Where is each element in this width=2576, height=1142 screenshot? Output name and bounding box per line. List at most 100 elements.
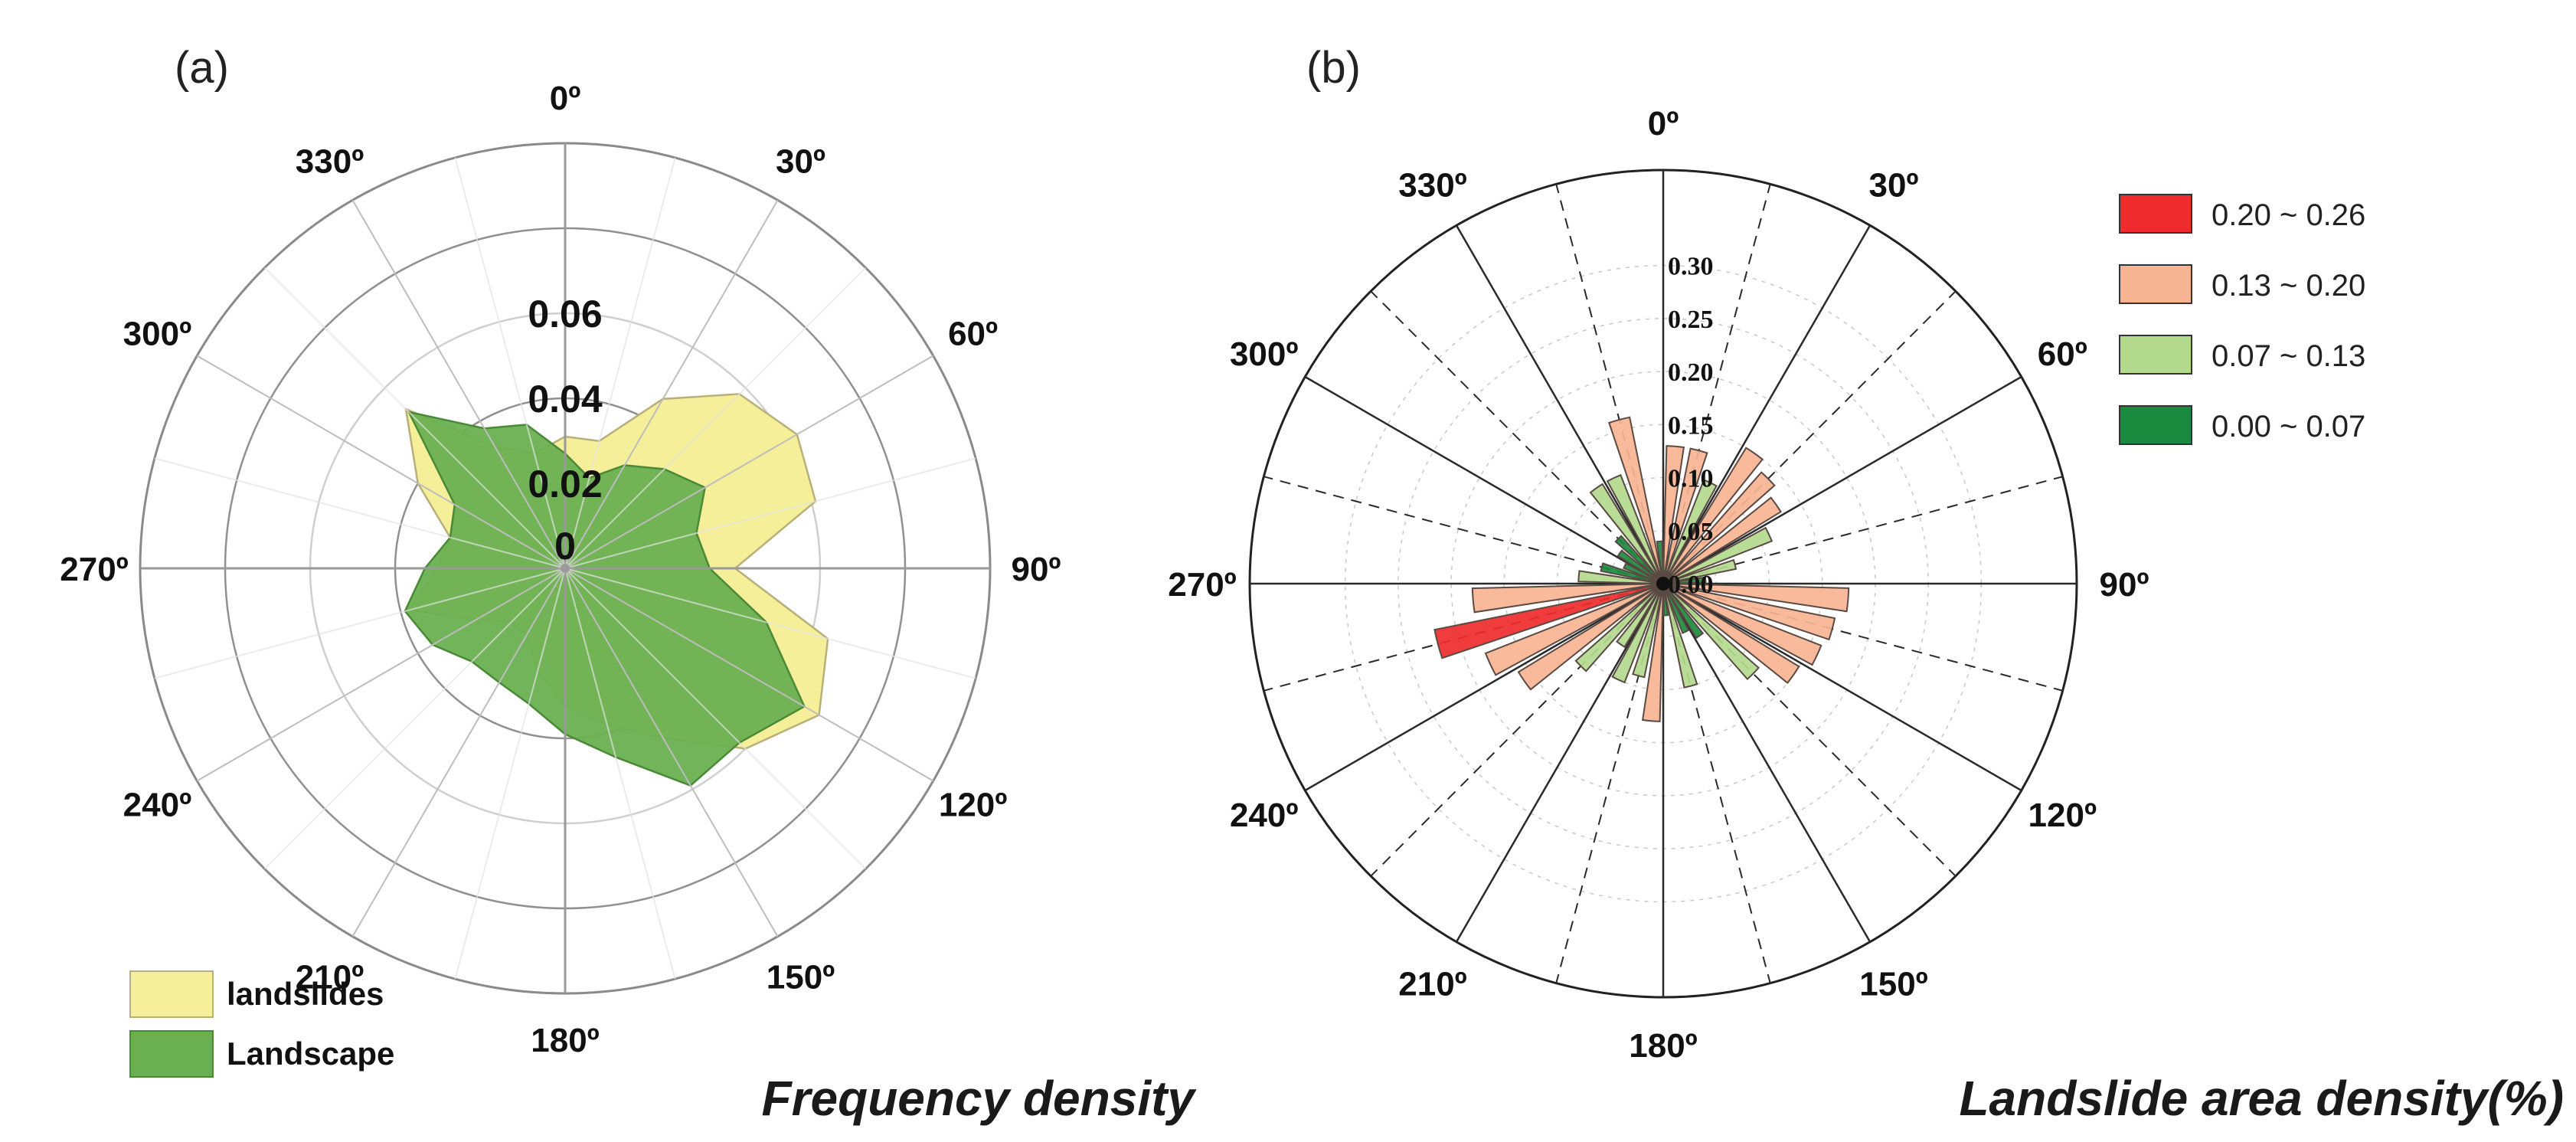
panel-b-spoke bbox=[1662, 224, 1872, 584]
direction-label: 270º bbox=[60, 551, 128, 588]
panel-a-spoke bbox=[263, 267, 566, 569]
polar-bar-145 bbox=[1662, 583, 1705, 640]
polar-bar-285 bbox=[1600, 562, 1664, 584]
polar-bar-295 bbox=[1623, 562, 1664, 584]
direction-label: 180º bbox=[1629, 1027, 1697, 1065]
direction-label: 180º bbox=[531, 1022, 599, 1059]
polar-bar-45 bbox=[1662, 471, 1776, 584]
polar-bar-35 bbox=[1662, 447, 1764, 584]
legend-label-landscape: Landscape bbox=[227, 1036, 394, 1072]
panel-a-spoke bbox=[351, 568, 566, 937]
polar-bar-115 bbox=[1662, 583, 1822, 666]
direction-label: 240º bbox=[123, 787, 191, 824]
polar-bar-205 bbox=[1611, 583, 1664, 684]
radial-tick-label: 0.02 bbox=[528, 463, 602, 506]
panel-a-spoke bbox=[263, 568, 566, 870]
legend-swatch-0 bbox=[2119, 194, 2192, 234]
panel-b-spoke bbox=[1455, 224, 1665, 584]
polar-bar-95 bbox=[1662, 583, 1850, 613]
legend-label-0: 0.20 ~ 0.26 bbox=[2212, 198, 2365, 232]
legend-swatch-2 bbox=[2119, 335, 2192, 375]
panel-a-spoke bbox=[196, 568, 566, 782]
panel-a-spoke bbox=[564, 457, 976, 569]
panel-b-spoke bbox=[1370, 290, 1664, 584]
direction-label: 30º bbox=[776, 142, 825, 180]
panel-b-spoke bbox=[1662, 583, 2063, 692]
polar-bar-245 bbox=[1484, 583, 1664, 676]
panel-b-radial-ticks: 0.00 0.05 0.10 0.15 0.20 0.25 0.30 bbox=[1668, 253, 1714, 599]
direction-label: 270º bbox=[1168, 566, 1236, 604]
radial-tick-label: 0.25 bbox=[1668, 306, 1714, 334]
polar-bar-155 bbox=[1662, 583, 1690, 634]
polar-bar-55 bbox=[1662, 496, 1782, 584]
panel-a-spoke bbox=[564, 568, 934, 782]
direction-label: 120º bbox=[2028, 797, 2097, 834]
direction-label: 210º bbox=[296, 959, 364, 996]
radial-tick-label: 0.04 bbox=[528, 378, 603, 420]
direction-label: 0º bbox=[1648, 105, 1679, 142]
polar-bar-215 bbox=[1616, 583, 1664, 649]
legend-swatch-3 bbox=[2119, 405, 2192, 445]
polar-bar-335 bbox=[1606, 473, 1664, 584]
polar-bar-235 bbox=[1517, 583, 1664, 691]
direction-label: 330º bbox=[296, 142, 364, 180]
polar-bar-195 bbox=[1632, 583, 1664, 679]
legend-swatch-1 bbox=[2119, 264, 2192, 304]
polar-bar-15 bbox=[1662, 447, 1708, 584]
polar-bar-175 bbox=[1662, 583, 1669, 617]
panel-b-spoke bbox=[1455, 583, 1665, 943]
panel-b-spoke bbox=[1662, 290, 1957, 584]
panel-a-spoke bbox=[154, 568, 566, 679]
panel-a-spoke bbox=[564, 355, 934, 569]
legend-swatch-landslides bbox=[129, 970, 214, 1018]
legend-swatch-landscape bbox=[129, 1030, 214, 1078]
direction-label: 240º bbox=[1230, 797, 1298, 834]
panel-a-spokes bbox=[140, 143, 990, 993]
panel-b-spoke bbox=[1662, 582, 2022, 792]
direction-label: 300º bbox=[1230, 335, 1298, 373]
radial-tick-label: 0.10 bbox=[1668, 465, 1714, 493]
panel-b-spoke bbox=[1304, 582, 1664, 792]
panel-a-spoke bbox=[454, 568, 566, 980]
direction-label: 300º bbox=[123, 316, 191, 353]
radial-tick-label: 0.06 bbox=[528, 293, 602, 335]
direction-label: 150º bbox=[1859, 965, 1927, 1003]
panel-b-center bbox=[1656, 577, 1670, 591]
panel-b-spoke bbox=[1370, 583, 1664, 877]
panel-a-caption: Frequency density bbox=[762, 1071, 1198, 1126]
polar-bar-105 bbox=[1662, 583, 1836, 641]
legend-label-3: 0.00 ~ 0.07 bbox=[2212, 410, 2365, 443]
direction-label: 330º bbox=[1398, 167, 1466, 205]
panel-b-legend: 0.20 ~ 0.26 0.13 ~ 0.20 0.07 ~ 0.13 0.00 ~ … bbox=[2119, 194, 2365, 445]
panel-a-spoke bbox=[564, 267, 867, 569]
polar-bar-125 bbox=[1662, 583, 1800, 685]
direction-label: 90º bbox=[2099, 566, 2149, 604]
direction-label: 90º bbox=[1011, 551, 1061, 588]
direction-label: 150º bbox=[767, 959, 835, 996]
polar-bar-185 bbox=[1641, 583, 1664, 722]
legend-label-1: 0.13 ~ 0.20 bbox=[2212, 269, 2365, 303]
panel-b-spoke bbox=[1304, 375, 1664, 585]
panel-a-spoke bbox=[564, 568, 976, 679]
polar-bar-85 bbox=[1662, 576, 1707, 584]
polar-bar-305 bbox=[1617, 549, 1664, 584]
panel-a-spoke bbox=[564, 568, 779, 937]
panel-a-center bbox=[561, 564, 570, 573]
panel-a-radar-chart: (a) 0º 30º 60º 90º 120º 150º 180º 210º 240º 270º 3… bbox=[60, 43, 1197, 1126]
panel-b-polar-bar-chart: (b) 0º 30º 60º 90º 120º 150º 180º 210º 240º 270º 3… bbox=[1168, 43, 2564, 1126]
panel-b-spoke bbox=[1662, 583, 1957, 877]
panel-b-spoke bbox=[1263, 476, 1664, 584]
panel-b-spoke bbox=[1555, 184, 1664, 584]
polar-bar-255 bbox=[1433, 583, 1664, 659]
polar-bar-315 bbox=[1614, 535, 1664, 584]
panel-b-spoke bbox=[1662, 184, 1771, 584]
panel-a-label: (a) bbox=[175, 43, 229, 93]
panel-b-caption: Landslide area density(%) bbox=[1959, 1071, 2564, 1126]
panel-a-spoke bbox=[564, 568, 676, 980]
direction-label: 120º bbox=[939, 787, 1007, 824]
panel-a-spoke bbox=[351, 199, 566, 569]
radial-tick-label: 0.15 bbox=[1668, 411, 1714, 440]
polar-bar-275 bbox=[1577, 570, 1664, 584]
radial-tick-label: 0.00 bbox=[1668, 571, 1714, 599]
direction-label: 60º bbox=[2038, 335, 2087, 373]
